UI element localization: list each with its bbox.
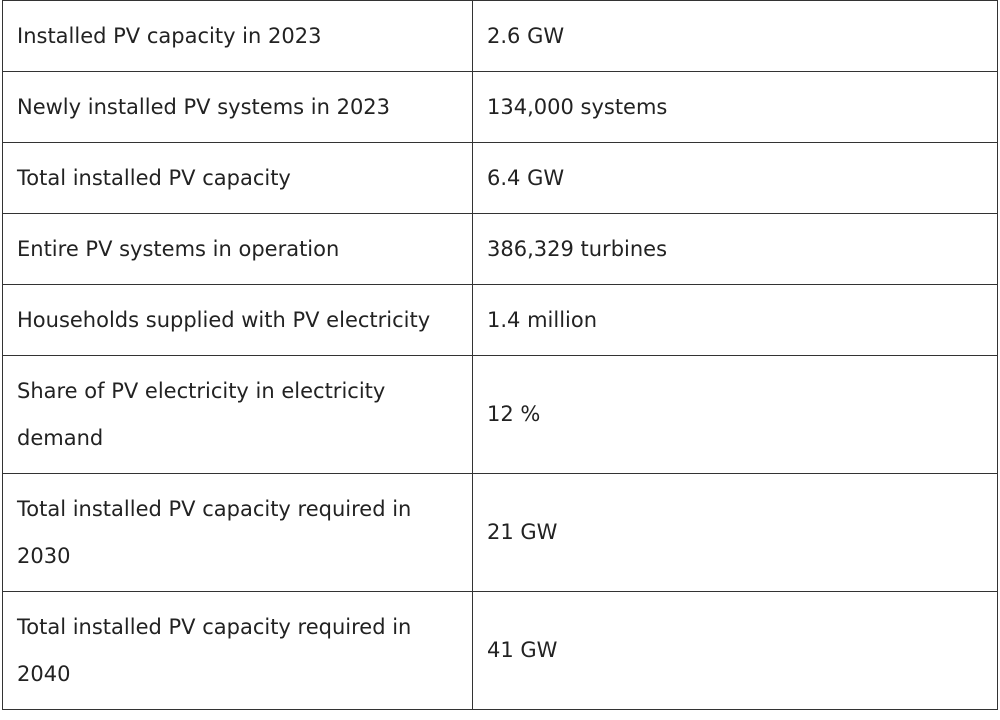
row-label: Newly installed PV systems in 2023 — [2, 71, 473, 143]
row-value: 6.4 GW — [472, 142, 998, 214]
row-value: 21 GW — [472, 473, 998, 592]
row-label: Installed PV capacity in 2023 — [2, 0, 473, 72]
table-row: Newly installed PV systems in 2023 134,0… — [2, 71, 998, 143]
table-row: Total installed PV capacity 6.4 GW — [2, 142, 998, 214]
table-row: Total installed PV capacity required in … — [2, 591, 998, 710]
table-row: Entire PV systems in operation 386,329 t… — [2, 213, 998, 285]
row-label: Households supplied with PV electricity — [2, 284, 473, 356]
row-value: 1.4 million — [472, 284, 998, 356]
row-value: 41 GW — [472, 591, 998, 710]
row-label: Share of PV electricity in electricity d… — [2, 355, 473, 474]
row-value: 2.6 GW — [472, 0, 998, 72]
row-value: 386,329 turbines — [472, 213, 998, 285]
table-row: Households supplied with PV electricity … — [2, 284, 998, 356]
row-value: 12 % — [472, 355, 998, 474]
row-label: Total installed PV capacity — [2, 142, 473, 214]
table-row: Installed PV capacity in 2023 2.6 GW — [2, 0, 998, 72]
row-label: Total installed PV capacity required in … — [2, 473, 473, 592]
table-row: Total installed PV capacity required in … — [2, 473, 998, 592]
row-value: 134,000 systems — [472, 71, 998, 143]
row-label: Total installed PV capacity required in … — [2, 591, 473, 710]
table-row: Share of PV electricity in electricity d… — [2, 355, 998, 474]
row-label: Entire PV systems in operation — [2, 213, 473, 285]
